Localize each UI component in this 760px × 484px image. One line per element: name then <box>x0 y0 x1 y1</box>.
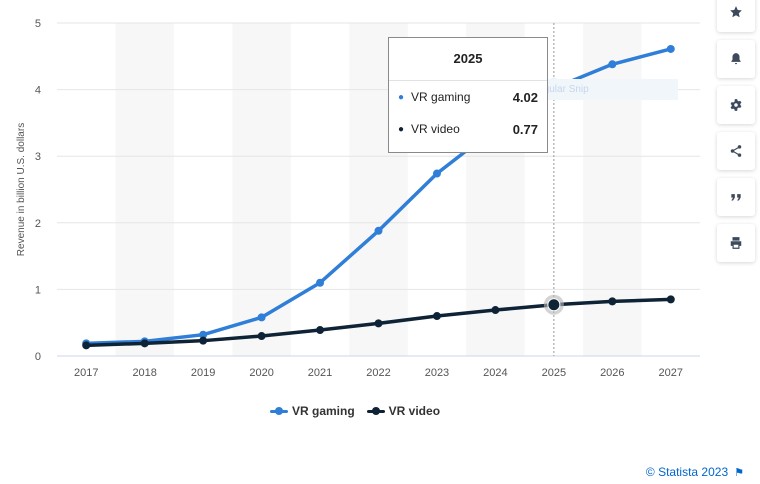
tooltip-series-name: VR video <box>411 122 460 136</box>
series-vr-video <box>82 294 675 350</box>
chart-legend: VR gaming VR video <box>270 404 452 418</box>
chart-tooltip: 2025 ● VR gaming 4.02 ● VR video 0.77 <box>388 37 548 153</box>
snip-label: Rectangular Snip <box>512 84 589 95</box>
y-axis-title: Revenue in billion U.S. dollars <box>16 123 27 256</box>
data-point[interactable] <box>374 226 383 235</box>
side-toolbar <box>717 0 755 270</box>
x-tick-label: 2019 <box>191 367 215 379</box>
favorite-button[interactable] <box>717 0 755 32</box>
data-point[interactable] <box>140 339 149 348</box>
x-tick-label: 2017 <box>74 367 98 379</box>
x-tick-label: 2022 <box>366 367 390 379</box>
star-icon <box>730 6 742 18</box>
tooltip-dot-icon: ● <box>398 123 405 135</box>
legend-item-vr-video[interactable]: VR video <box>366 404 441 418</box>
rectangular-snip-overlay: Rectangular Snip <box>506 79 678 100</box>
bell-icon <box>731 53 741 65</box>
x-tick-label: 2023 <box>425 367 449 379</box>
x-axis-tick-labels: 2017 2018 2019 2020 2021 2022 2023 2024 2025 2026… <box>74 367 683 379</box>
data-point[interactable] <box>199 336 208 345</box>
legend-item-vr-gaming[interactable]: VR gaming <box>270 404 355 418</box>
legend-swatch-icon <box>270 405 288 417</box>
tooltip-series-value: 4.02 <box>512 89 538 105</box>
data-point[interactable] <box>257 332 266 341</box>
print-button[interactable] <box>717 224 755 262</box>
gear-icon <box>730 99 742 111</box>
y-tick-label: 5 <box>35 18 41 30</box>
data-point[interactable] <box>608 297 617 306</box>
legend-label: VR gaming <box>292 404 355 418</box>
tooltip-row-vr-video: ● VR video 0.77 <box>389 113 547 145</box>
x-tick-label: 2027 <box>659 367 683 379</box>
tooltip-series-value: 0.77 <box>512 121 538 137</box>
x-tick-label: 2021 <box>308 367 332 379</box>
x-tick-label: 2026 <box>600 367 624 379</box>
column-band <box>232 23 291 356</box>
data-point[interactable] <box>491 306 500 315</box>
data-point[interactable] <box>316 326 325 335</box>
share-icon <box>730 145 742 157</box>
notification-button[interactable] <box>717 40 755 78</box>
tooltip-series-name: VR gaming <box>411 90 471 104</box>
print-icon <box>730 237 742 249</box>
y-tick-label: 1 <box>35 284 41 296</box>
statista-credit[interactable]: © Statista 2023 ⚑ <box>646 465 744 479</box>
settings-button[interactable] <box>717 86 755 124</box>
y-axis-tick-labels: 0 1 2 3 4 5 <box>35 18 41 363</box>
legend-label: VR video <box>388 404 441 418</box>
tooltip-row-vr-gaming: ● VR gaming 4.02 <box>389 81 547 113</box>
x-tick-label: 2025 <box>542 367 566 379</box>
legend-swatch-icon <box>366 405 385 417</box>
data-point[interactable] <box>608 60 617 69</box>
data-point-hovered[interactable] <box>547 298 561 312</box>
data-point[interactable] <box>82 341 91 350</box>
x-tick-label: 2020 <box>249 367 273 379</box>
credit-text: © Statista 2023 <box>645 465 729 479</box>
quote-icon <box>731 194 741 201</box>
column-band <box>115 23 174 356</box>
data-point[interactable] <box>316 278 325 287</box>
data-point[interactable] <box>666 44 675 53</box>
y-gridlines <box>57 22 700 357</box>
cite-button[interactable] <box>717 178 755 216</box>
y-tick-label: 0 <box>35 351 41 363</box>
x-tick-label: 2024 <box>483 367 507 379</box>
tooltip-dot-icon: ● <box>398 91 405 103</box>
y-tick-label: 3 <box>35 151 41 163</box>
x-tick-label: 2018 <box>132 367 156 379</box>
flag-icon: ⚑ <box>734 466 744 479</box>
share-button[interactable] <box>717 132 755 170</box>
data-point[interactable] <box>257 313 266 322</box>
data-point[interactable] <box>199 330 208 339</box>
data-point[interactable] <box>432 169 441 178</box>
data-point[interactable] <box>432 312 441 321</box>
y-tick-label: 4 <box>35 85 41 97</box>
y-tick-label: 2 <box>35 218 41 230</box>
tooltip-title: 2025 <box>389 38 547 81</box>
data-point[interactable] <box>666 295 675 304</box>
data-point[interactable] <box>374 319 383 328</box>
